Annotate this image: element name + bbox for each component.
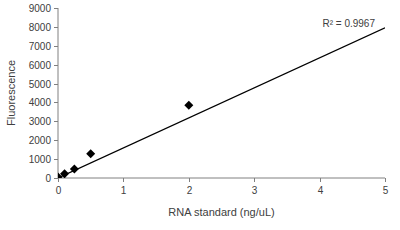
y-tick-label: 2000 — [29, 135, 52, 146]
point — [86, 149, 95, 158]
y-tick-label: 7000 — [29, 41, 52, 52]
y-tick-label: 0 — [45, 173, 51, 184]
x-tick — [385, 178, 386, 182]
y-axis-line — [58, 8, 59, 178]
x-tick-label: 5 — [383, 185, 389, 196]
y-tick — [54, 8, 58, 9]
y-tick-label: 6000 — [29, 60, 52, 71]
chart: 0 1000 2000 3000 4000 5000 6000 7000 8000 9000 0 1 2… — [0, 0, 400, 230]
y-tick-label: 9000 — [29, 3, 52, 14]
y-tick — [54, 84, 58, 85]
x-tick — [320, 178, 321, 182]
y-tick — [54, 46, 58, 47]
x-tick-label: 1 — [121, 185, 127, 196]
annotation: R² = 0.9967 — [322, 18, 375, 29]
x-tick-label: 0 — [56, 185, 62, 196]
plot-marks — [58, 28, 385, 178]
x-tick-label: 3 — [252, 185, 258, 196]
y-tick-label: 5000 — [29, 79, 52, 90]
y-tick-label: 1000 — [29, 154, 52, 165]
x-tick — [58, 178, 59, 182]
y-tick — [54, 121, 58, 122]
y-tick — [54, 102, 58, 103]
x-tick — [189, 178, 190, 182]
y-tick-label: 8000 — [29, 22, 52, 33]
y-tick — [54, 140, 58, 141]
x-tick — [254, 178, 255, 182]
x-tick-label: 2 — [187, 185, 193, 196]
y-tick-label: 4000 — [29, 97, 52, 108]
x-axis-line — [58, 178, 385, 179]
y-tick — [54, 65, 58, 66]
y-tick — [54, 178, 58, 179]
y-tick-label: 3000 — [29, 116, 52, 127]
y-axis-title: Fluorescence — [5, 60, 17, 126]
y-tick — [54, 27, 58, 28]
point — [184, 101, 193, 110]
x-axis-title: RNA standard (ng/uL) — [168, 206, 274, 218]
y-tick — [54, 159, 58, 160]
trend-line — [58, 28, 385, 178]
x-tick-label: 4 — [318, 185, 324, 196]
x-tick — [123, 178, 124, 182]
